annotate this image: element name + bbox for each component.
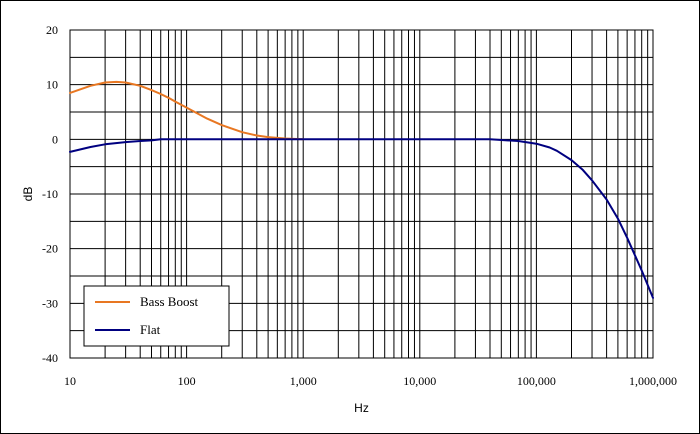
x-axis-label: Hz [354,401,369,415]
y-tick-label: 10 [46,78,58,92]
series-lines [69,80,654,299]
legend-label-flat: Flat [140,322,161,337]
plot-area-frame [69,29,654,359]
x-tick-label: 1,000 [290,374,317,388]
y-tick-label: -10 [42,187,58,201]
y-tick-label: 20 [46,23,58,37]
legend-box [83,285,230,347]
x-tick-label: 10 [64,374,76,388]
legend: Bass Boost Flat [83,285,230,347]
series-line-bass-boost [69,80,305,141]
y-axis-label: dB [21,187,35,202]
y-tick-label: -20 [42,242,58,256]
x-tick-labels: 10 100 1,000 10,000 100,000 1,000,000 [64,374,677,388]
x-tick-label: 100,000 [517,374,556,388]
x-tick-label: 100 [178,374,196,388]
x-tick-label: 10,000 [403,374,436,388]
y-tick-label: -40 [42,351,58,365]
y-tick-label: 0 [52,132,58,146]
series-line-flat [69,138,654,299]
x-tick-label: 1,000,000 [629,374,677,388]
y-tick-label: -30 [42,296,58,310]
y-tick-labels: 20 10 0 -10 -20 -30 -40 [42,23,58,365]
legend-label-bass-boost: Bass Boost [140,294,199,309]
